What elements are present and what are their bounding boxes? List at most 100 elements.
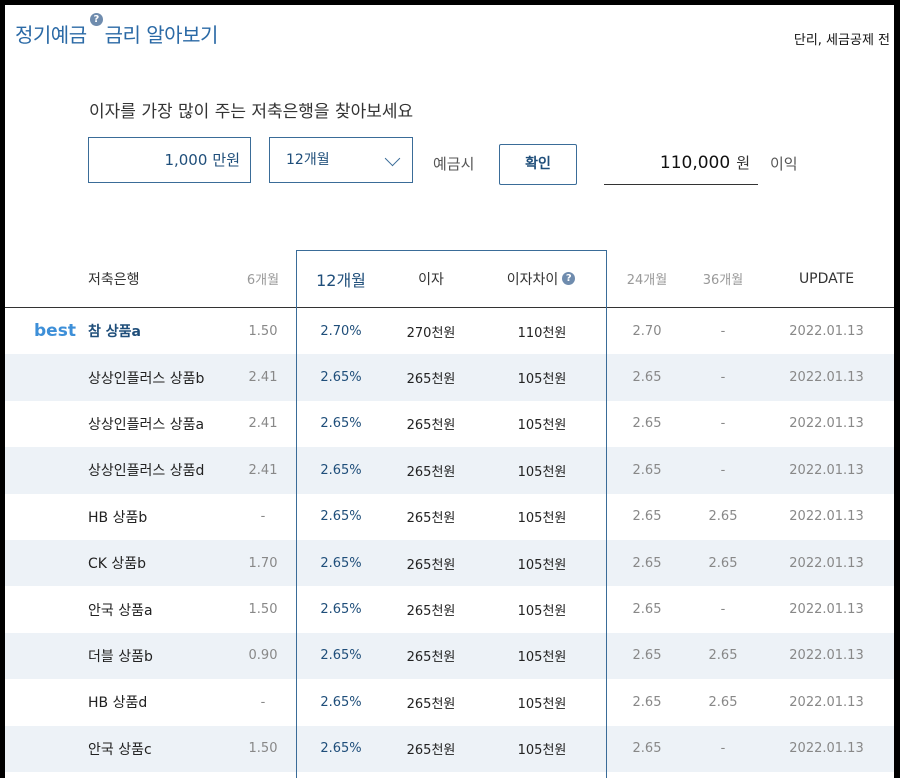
update-date: 2022.01.13 xyxy=(789,555,864,571)
rate-12m: 2.65% xyxy=(320,741,362,757)
bank-name[interactable]: HB 상품d xyxy=(88,695,148,712)
rate-24m: 2.65 xyxy=(632,694,662,710)
table-body: best 참 상품a 1.50 2.70% 270천원 110천원 2.70 - 2022.01… xyxy=(5,308,894,772)
chevron-down-icon xyxy=(384,150,401,167)
interest-amount: 265천원 xyxy=(406,650,456,666)
bank-name[interactable]: 참 상품a xyxy=(88,324,141,341)
table-row[interactable]: 상상인플러스 상품b 2.41 2.65% 265천원 105천원 2.65 - 2022.0… xyxy=(5,354,894,401)
rate-24m: 2.65 xyxy=(632,462,662,478)
table-row[interactable]: 더블 상품b 0.90 2.65% 265천원 105천원 2.65 2.65 2022.01… xyxy=(5,632,894,680)
title-part2: 금리 알아보기 xyxy=(104,23,219,47)
rate-24m: 2.65 xyxy=(632,509,662,525)
result-unit: 원 xyxy=(736,154,750,172)
interest-amount: 265천원 xyxy=(406,464,456,480)
interest-amount: 265천원 xyxy=(406,372,456,388)
bank-name[interactable]: 상상인플러스 상품b xyxy=(88,370,205,387)
rate-12m: 2.65% xyxy=(320,509,362,525)
interest-diff: 105천원 xyxy=(517,372,567,388)
rate-36m: 2.65 xyxy=(708,648,738,664)
best-badge: best xyxy=(34,321,76,342)
bank-name[interactable]: HB 상품b xyxy=(88,509,148,526)
rate-24m: 2.65 xyxy=(632,370,662,386)
amount-value: 1,000 xyxy=(164,151,208,169)
header-6m[interactable]: 6개월 xyxy=(246,273,280,288)
interest-amount: 265천원 xyxy=(406,743,456,759)
bank-name[interactable]: 상상인플러스 상품a xyxy=(88,416,205,433)
calculator-controls: 1,000 만원 12개월 예금시 확인 110,000 원 이익 xyxy=(5,135,894,195)
table-row[interactable]: HB 상품b - 2.65% 265천원 105천원 2.65 2.65 2022.01.13 xyxy=(5,494,894,540)
bank-name[interactable]: 안국 상품a xyxy=(88,602,153,619)
rate-36m: - xyxy=(720,741,726,757)
rate-36m: - xyxy=(720,602,726,618)
table-row[interactable]: CK 상품b 1.70 2.65% 265천원 105천원 2.65 2.65 2022.01… xyxy=(5,539,894,587)
confirm-button[interactable]: 확인 xyxy=(499,144,577,185)
update-date: 2022.01.13 xyxy=(789,602,864,618)
update-date: 2022.01.13 xyxy=(789,323,864,339)
rate-12m: 2.65% xyxy=(320,416,362,432)
rate-12m: 2.65% xyxy=(320,694,362,710)
update-date: 2022.01.13 xyxy=(789,648,864,664)
table-row[interactable]: 안국 상품c 1.50 2.65% 265천원 105천원 2.65 - 2022.01.13 xyxy=(5,725,894,772)
title-part1: 정기예금 xyxy=(15,23,87,47)
amount-unit: 만원 xyxy=(212,151,240,169)
rate-table: 저축은행 6개월 12개월 이자 이자차이 ? 24개월 36개월 UPDATE… xyxy=(5,250,894,778)
page-frame: 정기예금?금리 알아보기 단리, 세금공제 전 이자를 가장 많이 주는 저축은… xyxy=(5,5,894,778)
rate-12m: 2.65% xyxy=(320,462,362,478)
rate-6m: 1.50 xyxy=(248,602,278,618)
period-selected-value: 12개월 xyxy=(286,152,330,168)
rate-36m: 2.65 xyxy=(708,509,738,525)
interest-label: 이익 xyxy=(770,155,798,173)
update-date: 2022.01.13 xyxy=(789,462,864,478)
period-select[interactable]: 12개월 xyxy=(269,137,413,183)
rate-24m: 2.70 xyxy=(632,323,662,339)
rate-12m: 2.65% xyxy=(320,555,362,571)
header-update: UPDATE xyxy=(798,270,855,287)
rate-24m: 2.65 xyxy=(632,416,662,432)
rate-36m: - xyxy=(720,370,726,386)
table-row[interactable]: 안국 상품a 1.50 2.65% 265천원 105천원 2.65 - 2022.01.13 xyxy=(5,586,894,632)
interest-amount: 265천원 xyxy=(406,557,456,573)
rate-12m: 2.70% xyxy=(320,323,362,339)
table-row[interactable]: best 참 상품a 1.50 2.70% 270천원 110천원 2.70 - 2022.01… xyxy=(5,308,894,354)
table-header: 저축은행 6개월 12개월 이자 이자차이 ? 24개월 36개월 UPDATE xyxy=(5,250,894,308)
interest-diff: 110천원 xyxy=(517,325,567,341)
update-date: 2022.01.13 xyxy=(789,370,864,386)
header-diff-label: 이자차이 xyxy=(506,271,559,288)
rate-24m: 2.65 xyxy=(632,602,662,618)
bank-name[interactable]: 안국 상품c xyxy=(88,741,152,758)
update-date: 2022.01.13 xyxy=(789,694,864,710)
rate-36m: - xyxy=(720,323,726,339)
update-date: 2022.01.13 xyxy=(789,741,864,757)
header-12m[interactable]: 12개월 xyxy=(316,270,366,290)
rate-36m: - xyxy=(720,416,726,432)
update-date: 2022.01.13 xyxy=(789,509,864,525)
header-interest: 이자 xyxy=(418,271,444,288)
table-row[interactable]: HB 상품d - 2.65% 265천원 105천원 2.65 2.65 2022.01.13 xyxy=(5,679,894,725)
bank-name[interactable]: CK 상품b xyxy=(88,556,147,573)
interest-diff: 105천원 xyxy=(517,743,567,759)
bank-name[interactable]: 상상인플러스 상품d xyxy=(88,463,205,480)
rate-6m: 0.90 xyxy=(248,648,278,664)
table-row[interactable]: 상상인플러스 상품a 2.41 2.65% 265천원 105천원 2.65 - 2022.0… xyxy=(5,401,894,447)
header-diff: 이자차이 ? xyxy=(477,250,607,307)
rate-6m: 2.41 xyxy=(248,462,278,478)
bank-name[interactable]: 더블 상품b xyxy=(88,648,153,665)
header-24m[interactable]: 24개월 xyxy=(626,273,668,288)
rate-24m: 2.65 xyxy=(632,648,662,664)
table-row[interactable]: 상상인플러스 상품d 2.41 2.65% 265천원 105천원 2.65 - 2022.0… xyxy=(5,447,894,494)
question-circle-icon[interactable]: ? xyxy=(89,13,103,26)
result-value: 110,000 xyxy=(659,153,731,173)
header-36m[interactable]: 36개월 xyxy=(702,273,744,288)
rate-12m: 2.65% xyxy=(320,602,362,618)
interest-diff: 105천원 xyxy=(517,604,567,620)
interest-amount: 265천원 xyxy=(406,418,456,434)
interest-diff: 105천원 xyxy=(517,650,567,666)
rate-6m: 1.50 xyxy=(248,741,278,757)
question-circle-icon[interactable]: ? xyxy=(562,272,576,285)
header-bank: 저축은행 xyxy=(88,271,140,288)
interest-amount: 270천원 xyxy=(406,325,456,341)
interest-diff: 105천원 xyxy=(517,557,567,573)
rate-6m: - xyxy=(260,694,266,710)
interest-amount: 265천원 xyxy=(406,696,456,712)
amount-input[interactable]: 1,000 만원 xyxy=(88,137,251,183)
